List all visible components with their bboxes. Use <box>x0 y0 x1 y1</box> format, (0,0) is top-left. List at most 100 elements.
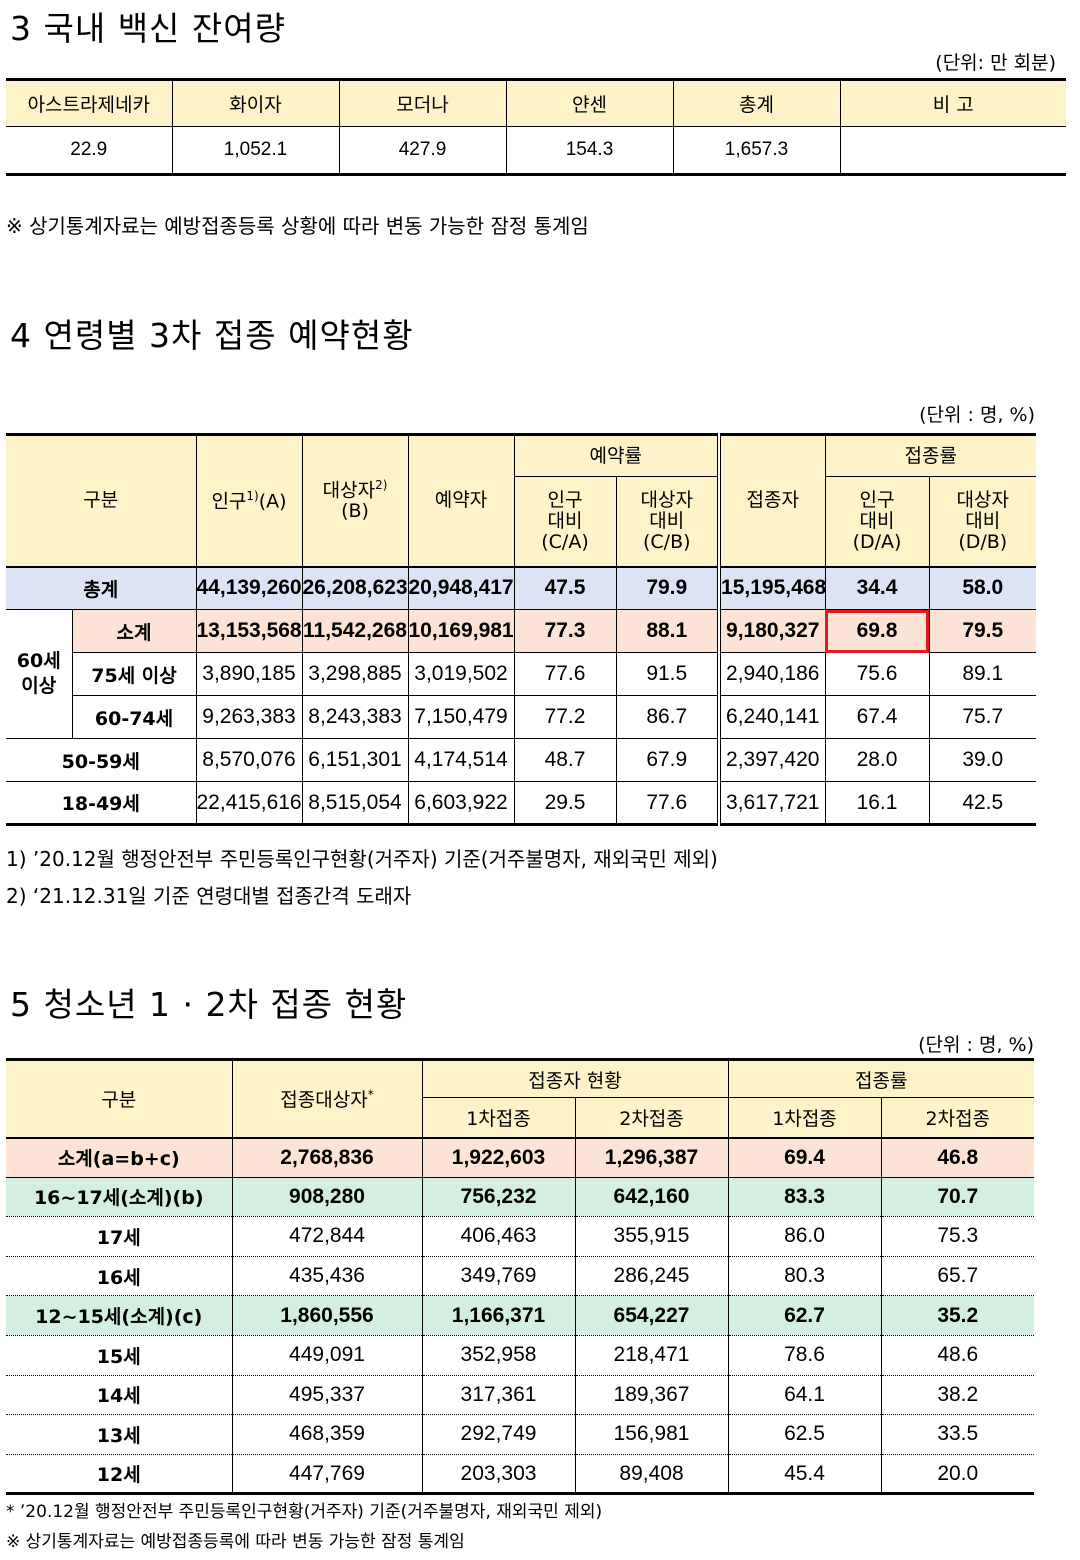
section-5-footnote-1: * ’20.12월 행정안전부 주민등록인구현황(거주자) 기준(거주불명자, … <box>6 1502 603 1522</box>
table-header-row: 아스트라제네카 화이자 모더나 얀센 총계 비 고 <box>6 78 1066 127</box>
table-row: 75세 이상 3,890,185 3,298,885 3,019,502 77.… <box>6 652 1037 696</box>
table-cell: 48.7 <box>513 738 617 782</box>
table-cell: 1,922,603 <box>421 1136 576 1178</box>
row-label: 소계(a=b+c) <box>6 1136 233 1178</box>
table-cell: 89.1 <box>928 652 1037 696</box>
table-cell: 79.9 <box>615 565 722 610</box>
table-cell: 2,940,186 <box>718 652 826 696</box>
table-cell: 20.0 <box>880 1454 1035 1496</box>
row-label: 16~17세(소계)(b) <box>6 1177 233 1218</box>
column-header: 얀센 <box>505 78 674 127</box>
table-cell: 6,603,922 <box>407 781 515 826</box>
table-cell: 154.3 <box>505 126 674 176</box>
row-group-label-60plus: 60세 이상 <box>6 609 73 739</box>
vaccine-stock-table: 아스트라제네카 화이자 모더나 얀센 총계 비 고 22.9 1,052.1 4… <box>6 78 1066 176</box>
table-cell: 756,232 <box>421 1177 576 1218</box>
table-cell: 91.5 <box>615 652 722 696</box>
row-label: 16세 <box>6 1256 233 1297</box>
table-cell: 16.1 <box>824 781 930 826</box>
column-header-vax-pop: 인구 대비 (D/A) <box>824 476 930 567</box>
column-header-reserved: 예약자 <box>407 433 515 567</box>
row-label: 50-59세 <box>6 738 197 782</box>
row-label: 12세 <box>6 1454 233 1496</box>
section-4-title: 4 연령별 3차 접종 예약현황 <box>10 316 414 355</box>
table-row: 15세 449,091 352,958 218,471 78.6 48.6 <box>6 1335 1035 1376</box>
column-header: 화이자 <box>171 78 340 127</box>
table-cell: 447,769 <box>231 1454 423 1496</box>
column-header-resv-target: 대상자 대비 (C/B) <box>615 476 722 567</box>
row-label: 12~15세(소계)(c) <box>6 1295 233 1336</box>
table-cell: 654,227 <box>574 1295 729 1336</box>
table-cell: 4,174,514 <box>407 738 515 782</box>
table-row: 50-59세 8,570,076 6,151,301 4,174,514 48.… <box>6 738 1037 782</box>
table-cell: 70.7 <box>880 1177 1035 1218</box>
table-cell: 352,958 <box>421 1335 576 1376</box>
table-cell: 472,844 <box>231 1216 423 1257</box>
row-label: 15세 <box>6 1335 233 1376</box>
table-cell: 218,471 <box>574 1335 729 1376</box>
table-cell: 2,397,420 <box>718 738 826 782</box>
table-cell: 88.1 <box>615 609 722 653</box>
table-cell: 78.6 <box>727 1335 882 1376</box>
table-cell: 9,263,383 <box>195 695 303 739</box>
table-cell: 47.5 <box>513 565 617 610</box>
table-cell: 42.5 <box>928 781 1037 826</box>
table-row: 60-74세 9,263,383 8,243,383 7,150,479 77.… <box>6 695 1037 739</box>
table-cell: 1,052.1 <box>171 126 340 176</box>
table-cell: 80.3 <box>727 1256 882 1297</box>
table-cell: 38.2 <box>880 1375 1035 1416</box>
column-header: 비 고 <box>839 78 1066 127</box>
table-header-row: 인구 대비 (C/A) 대상자 대비 (C/B) 인구 대비 (D/A) 대상자 대비 (D/B… <box>6 476 1037 567</box>
column-header-dose2: 2차접종 <box>574 1097 729 1138</box>
column-header-vaccination-rate: 접종률 <box>727 1058 1035 1098</box>
table-cell: 1,657.3 <box>672 126 841 176</box>
table-cell: 3,019,502 <box>407 652 515 696</box>
column-header-target: 대상자2) (B) <box>301 433 409 567</box>
table-header-row: 구분 인구1)(A) 대상자2) (B) 예약자 예약률 접종자 접종률 <box>6 433 1037 567</box>
table-cell: 15,195,468 <box>718 565 826 610</box>
section-5-title: 5 청소년 1 · 2차 접종 현황 <box>10 985 408 1024</box>
table-row: 14세 495,337 317,361 189,367 64.1 38.2 <box>6 1375 1035 1416</box>
table-cell: 908,280 <box>231 1177 423 1218</box>
youth-vaccination-table: 구분 접종대상자* 접종자 현황 접종률 1차접종 2차접종 1차접종 2차접종… <box>6 1058 1035 1496</box>
column-header-vaccinated: 접종자 <box>718 433 826 567</box>
table-cell <box>839 126 1066 176</box>
column-header-gubun: 구분 <box>6 433 197 567</box>
table-cell: 67.4 <box>824 695 930 739</box>
table-cell: 406,463 <box>421 1216 576 1257</box>
table-cell: 77.6 <box>615 781 722 826</box>
table-cell: 39.0 <box>928 738 1037 782</box>
column-header-gubun: 구분 <box>6 1058 233 1138</box>
row-label: 18-49세 <box>6 781 197 826</box>
column-header: 아스트라제네카 <box>6 78 173 127</box>
table-cell: 29.5 <box>513 781 617 826</box>
section-3-title: 3 국내 백신 잔여량 <box>10 9 286 48</box>
table-cell: 6,151,301 <box>301 738 409 782</box>
table-cell: 64.1 <box>727 1375 882 1416</box>
table-cell: 77.6 <box>513 652 617 696</box>
table-cell: 83.3 <box>727 1177 882 1218</box>
table-row: 18-49세 22,415,616 8,515,054 6,603,922 29… <box>6 781 1037 826</box>
table-cell: 8,243,383 <box>301 695 409 739</box>
table-cell: 349,769 <box>421 1256 576 1297</box>
table-cell: 292,749 <box>421 1414 576 1455</box>
table-cell: 13,153,568 <box>195 609 303 653</box>
table-cell: 45.4 <box>727 1454 882 1496</box>
table-cell: 75.3 <box>880 1216 1035 1257</box>
table-header-row: 1차접종 2차접종 1차접종 2차접종 <box>6 1097 1035 1138</box>
table-cell: 22.9 <box>6 126 173 176</box>
table-cell: 7,150,479 <box>407 695 515 739</box>
column-header-rate1: 1차접종 <box>727 1097 882 1138</box>
table-cell: 642,160 <box>574 1177 729 1218</box>
section-4-unit: (단위 : 명, %) <box>919 404 1035 426</box>
row-label: 14세 <box>6 1375 233 1416</box>
row-label: 60-74세 <box>72 695 197 739</box>
booster-reservation-table: 구분 인구1)(A) 대상자2) (B) 예약자 예약률 접종자 접종률 인구 대비… <box>6 433 1037 826</box>
table-cell: 8,570,076 <box>195 738 303 782</box>
table-cell: 317,361 <box>421 1375 576 1416</box>
table-cell: 11,542,268 <box>301 609 409 653</box>
table-header-row: 구분 접종대상자* 접종자 현황 접종률 <box>6 1058 1035 1138</box>
table-row: 22.9 1,052.1 427.9 154.3 1,657.3 <box>6 126 1066 176</box>
table-cell: 286,245 <box>574 1256 729 1297</box>
table-cell: 34.4 <box>824 565 930 610</box>
